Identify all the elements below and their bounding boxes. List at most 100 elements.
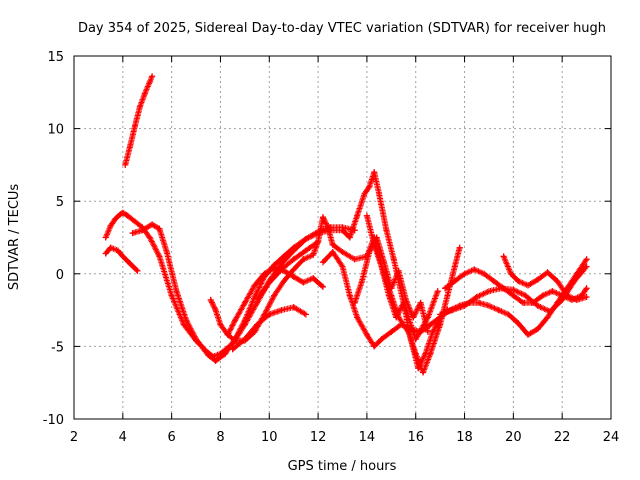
data-point <box>127 143 134 150</box>
data-series <box>102 73 590 376</box>
data-point <box>354 212 361 219</box>
data-point <box>168 292 175 299</box>
data-point <box>549 288 556 295</box>
data-point <box>515 278 522 285</box>
data-point <box>388 285 395 292</box>
data-point <box>156 253 163 260</box>
data-point <box>329 241 336 248</box>
data-point <box>324 224 331 231</box>
y-tick-labels: 15 10 5 0 -5 -10 <box>43 50 64 428</box>
data-point <box>302 311 309 318</box>
data-point <box>222 350 229 357</box>
data-point <box>363 212 370 219</box>
data-point <box>422 350 429 357</box>
data-point <box>122 161 129 168</box>
data-point <box>398 321 405 328</box>
x-tick-label: 2 <box>70 430 78 445</box>
data-point <box>229 346 236 353</box>
data-point <box>583 294 590 301</box>
data-point <box>520 299 527 306</box>
plot-frame <box>73 55 612 420</box>
data-point <box>212 357 219 364</box>
data-point <box>546 308 553 315</box>
data-point <box>271 264 278 271</box>
x-tick-label: 22 <box>554 430 571 445</box>
data-point <box>173 288 180 295</box>
axis-ticks <box>73 55 612 420</box>
data-point <box>254 321 261 328</box>
x-tick-label: 16 <box>407 430 424 445</box>
data-point <box>310 251 317 258</box>
data-point <box>319 259 326 266</box>
data-point <box>456 244 463 251</box>
data-point <box>134 267 141 274</box>
data-point <box>346 234 353 241</box>
data-point <box>224 331 231 338</box>
data-point <box>207 296 214 303</box>
data-point <box>485 288 492 295</box>
series-track-3 <box>102 244 141 274</box>
data-point <box>534 302 541 309</box>
data-point <box>300 256 307 263</box>
data-point <box>163 249 170 256</box>
data-point <box>319 214 326 221</box>
data-point <box>522 292 529 299</box>
y-tick-label: -10 <box>43 413 64 428</box>
data-point <box>544 314 551 321</box>
y-tick-label: -5 <box>51 340 64 355</box>
data-point <box>232 337 239 344</box>
data-point <box>583 285 590 292</box>
data-point <box>114 247 121 254</box>
data-point <box>254 296 261 303</box>
data-point <box>119 209 126 216</box>
data-point <box>485 302 492 309</box>
data-point <box>583 263 590 270</box>
data-point <box>193 336 200 343</box>
data-point <box>383 227 390 234</box>
data-point <box>339 263 346 270</box>
data-point <box>415 365 422 372</box>
data-point <box>146 79 153 86</box>
data-point <box>146 234 153 241</box>
series-track-14 <box>351 234 431 335</box>
x-tick-labels: 2 4 6 8 10 12 14 16 18 20 22 24 <box>70 430 619 445</box>
data-point <box>388 328 395 335</box>
data-point <box>346 292 353 299</box>
data-point <box>371 169 378 176</box>
data-point <box>359 278 366 285</box>
data-point <box>241 299 248 306</box>
data-point <box>339 227 346 234</box>
data-point <box>424 314 431 321</box>
data-point <box>290 304 297 311</box>
data-point <box>132 122 139 129</box>
data-point <box>461 270 468 277</box>
data-point <box>378 336 385 343</box>
x-tick-label: 10 <box>261 430 278 445</box>
x-tick-label: 18 <box>456 430 473 445</box>
y-tick-label: 5 <box>56 195 64 210</box>
data-point <box>280 253 287 260</box>
data-point <box>319 283 326 290</box>
data-point <box>241 336 248 343</box>
data-point <box>442 285 449 292</box>
data-point <box>376 190 383 197</box>
data-point <box>315 238 322 245</box>
data-point <box>102 234 109 241</box>
data-point <box>471 266 478 273</box>
data-point <box>136 103 143 110</box>
data-point <box>490 278 497 285</box>
data-point <box>498 285 505 292</box>
data-point <box>290 244 297 251</box>
data-point <box>139 227 146 234</box>
data-point <box>366 249 373 256</box>
data-point <box>261 270 268 277</box>
data-point <box>559 296 566 303</box>
data-point <box>354 314 361 321</box>
y-tick-label: 0 <box>56 268 64 283</box>
data-point <box>149 221 156 228</box>
data-point <box>107 244 114 251</box>
x-axis-title: GPS time / hours <box>288 459 397 474</box>
data-point <box>141 90 148 97</box>
data-point <box>266 311 273 318</box>
